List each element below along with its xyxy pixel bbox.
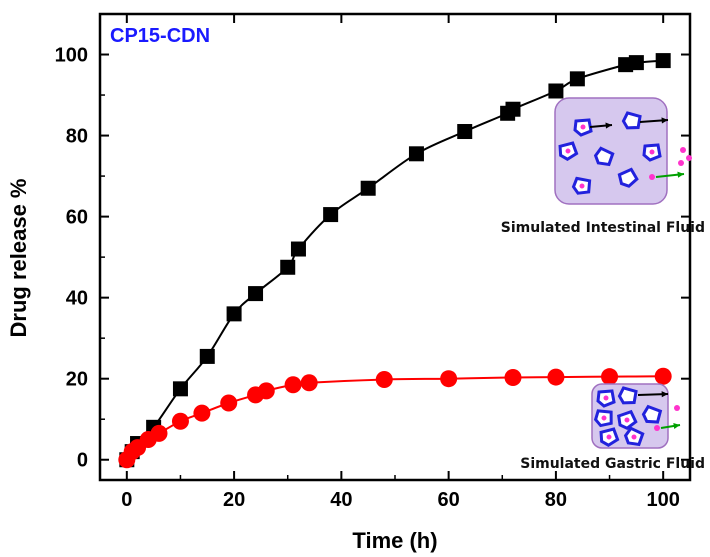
drug-dot — [565, 148, 571, 154]
data-point-circle — [440, 370, 458, 388]
data-point-square — [172, 381, 188, 397]
data-point-square — [655, 53, 671, 69]
data-point-circle — [375, 371, 393, 389]
data-point-square — [360, 180, 376, 196]
data-point-square — [280, 259, 296, 275]
data-point-circle — [300, 374, 318, 392]
x-tick-label: 40 — [330, 489, 352, 511]
data-point-square — [569, 71, 585, 87]
nanoparticle-icon — [641, 404, 663, 424]
drug-dot — [601, 415, 607, 421]
drug-dot — [579, 183, 585, 189]
drug-dot — [631, 434, 637, 440]
x-tick-label: 80 — [545, 489, 567, 511]
data-point-square — [548, 83, 564, 99]
data-point-circle — [504, 368, 522, 386]
nanoparticle-icon — [593, 409, 613, 428]
nanoparticle-shape — [617, 386, 638, 405]
y-tick-label: 80 — [66, 126, 88, 148]
data-point-circle — [654, 367, 672, 385]
y-axis-title: Drug release % — [6, 179, 31, 338]
drug-dot — [580, 124, 586, 130]
data-point-square — [290, 241, 306, 257]
intestinal-inset — [554, 97, 692, 205]
nanoparticle-icon — [621, 111, 642, 130]
nanoparticle-icon — [642, 143, 662, 162]
data-point-square — [199, 348, 215, 364]
x-tick-label: 100 — [646, 489, 679, 511]
y-tick-label: 60 — [66, 207, 88, 229]
drug-dot — [649, 149, 655, 155]
x-axis-title: Time (h) — [352, 528, 437, 553]
y-tick-label: 40 — [66, 288, 88, 310]
data-point-circle — [257, 382, 275, 400]
axes: 0 20 40 60 80 100 0 20 40 60 80 100 — [55, 12, 692, 511]
drug-dot — [674, 405, 680, 411]
drug-dot — [606, 434, 612, 440]
arrowhead-icon — [673, 422, 680, 429]
nanoparticle-shape — [617, 167, 639, 188]
nanoparticle-icon — [617, 167, 639, 188]
data-point-square — [226, 306, 242, 322]
data-point-circle — [601, 368, 619, 386]
arrowhead-icon — [605, 122, 612, 129]
nanoparticle-icon — [596, 389, 616, 408]
drug-dot — [649, 174, 655, 180]
data-point-circle — [547, 368, 565, 386]
nanoparticle-icon — [617, 409, 638, 430]
nanoparticle-shape — [593, 146, 615, 167]
nanoparticle-icon — [623, 426, 645, 447]
data-point-square — [248, 286, 264, 302]
y-tick-label: 0 — [77, 450, 88, 472]
data-point-circle — [150, 424, 168, 442]
x-tick-label: 60 — [438, 489, 460, 511]
data-point-circle — [284, 376, 302, 394]
drug-dot — [680, 147, 686, 153]
data-point-square — [457, 124, 473, 140]
drug-dot — [654, 425, 660, 431]
chart-title: CP15-CDN — [110, 25, 210, 47]
insets — [554, 97, 692, 449]
gastric-inset — [591, 383, 681, 449]
intestinal-fluid-label: Simulated Intestinal Fluid — [501, 220, 705, 236]
data-point-circle — [220, 394, 238, 412]
nanoparticle-shape — [621, 111, 642, 130]
drug-dot — [603, 395, 609, 401]
nanoparticle-icon — [573, 118, 593, 137]
arrowhead-icon — [661, 391, 668, 398]
drug-dot — [678, 160, 684, 166]
y-tick-label: 100 — [55, 45, 88, 67]
nanoparticle-icon — [593, 146, 615, 167]
y-tick-label: 20 — [66, 369, 88, 391]
nanoparticle-icon — [558, 141, 579, 161]
nanoparticle-icon — [599, 427, 620, 447]
gastric-fluid-label: Simulated Gastric Fluid — [520, 456, 705, 472]
data-point-circle — [193, 404, 211, 422]
nanoparticle-icon — [617, 386, 638, 405]
nanoparticle-shape — [641, 404, 663, 424]
data-point-square — [628, 55, 644, 71]
data-point-square — [505, 101, 521, 117]
nanoparticle-icon — [571, 176, 592, 195]
arrowhead-icon — [677, 171, 684, 178]
arrowhead-icon — [661, 117, 668, 124]
data-point-square — [408, 146, 424, 162]
x-tick-label: 0 — [121, 489, 132, 511]
x-tick-label: 20 — [223, 489, 245, 511]
data-marks — [118, 53, 672, 469]
data-point-square — [323, 207, 339, 223]
drug-dot — [624, 417, 630, 423]
drug-dot — [686, 155, 692, 161]
data-point-circle — [171, 412, 189, 430]
